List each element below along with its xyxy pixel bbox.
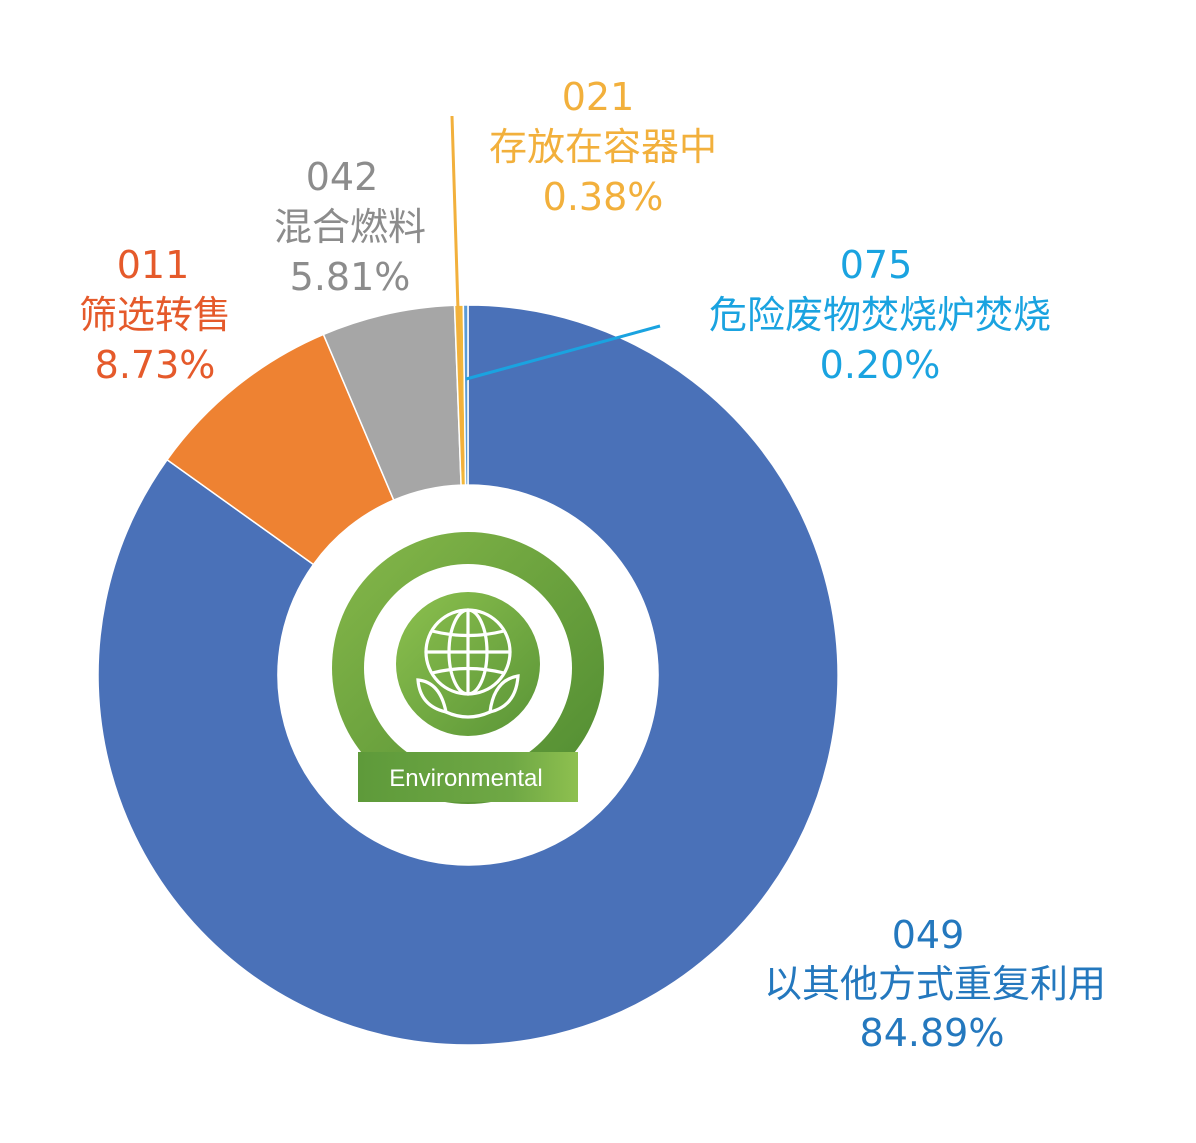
label-011-code: 011 xyxy=(117,243,190,287)
label-021-name: 存放在容器中 xyxy=(489,125,717,169)
label-075: 075 危险废物焚烧炉焚烧 0.20% xyxy=(709,243,1051,387)
label-049-code: 049 xyxy=(892,913,965,957)
label-011-percent: 8.73% xyxy=(95,343,216,387)
label-011-name: 筛选转售 xyxy=(79,293,231,337)
label-021: 021 存放在容器中 0.38% xyxy=(489,75,717,219)
slice-049 xyxy=(97,304,839,1046)
label-042-percent: 5.81% xyxy=(290,255,411,299)
environmental-logo: Environmental xyxy=(332,532,604,804)
label-075-name: 危险废物焚烧炉焚烧 xyxy=(709,293,1051,337)
slices-group xyxy=(97,304,839,1046)
label-011: 011 筛选转售 8.73% xyxy=(79,243,231,387)
label-042-name: 混合燃料 xyxy=(274,205,426,249)
label-049: 049 以其他方式重复利用 84.89% xyxy=(764,913,1106,1055)
label-021-percent: 0.38% xyxy=(543,175,664,219)
slice-075 xyxy=(462,304,469,486)
label-075-code: 075 xyxy=(840,243,913,287)
label-049-percent: 84.89% xyxy=(860,1011,1005,1055)
label-075-percent: 0.20% xyxy=(820,343,941,387)
logo-caption-badge xyxy=(358,752,578,802)
label-021-code: 021 xyxy=(562,75,635,119)
logo-caption: Environmental xyxy=(389,765,542,792)
leader-line-021 xyxy=(450,115,465,472)
leader-line-075 xyxy=(465,324,661,381)
label-049-name: 以其他方式重复利用 xyxy=(764,962,1106,1006)
label-042-code: 042 xyxy=(306,155,379,199)
label-042: 042 混合燃料 5.81% xyxy=(274,155,426,299)
globe-with-leaves-icon xyxy=(416,608,520,719)
leader-lines xyxy=(450,115,661,472)
